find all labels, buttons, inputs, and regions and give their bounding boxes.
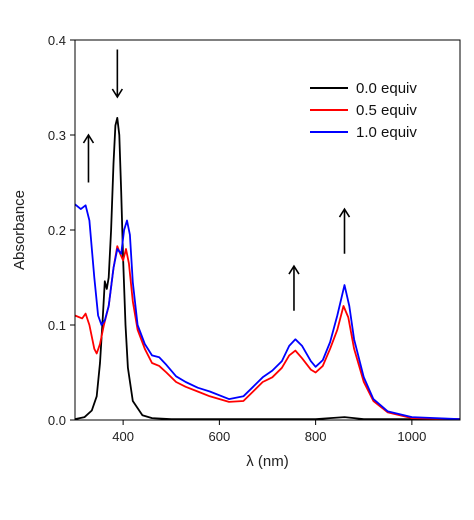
legend-label: 1.0 equiv (356, 124, 417, 141)
series-line-2 (74, 203, 461, 420)
legend-item-2: 1.0 equiv (310, 124, 417, 141)
y-axis-label: Absorbance (11, 190, 28, 270)
y-tick-label: 0.2 (48, 223, 66, 238)
x-tick-label: 400 (112, 429, 134, 444)
annotation-arrows (82, 49, 351, 311)
legend-label: 0.5 equiv (356, 102, 417, 119)
arrow-up-2 (288, 264, 300, 311)
arrow-down-1 (111, 49, 124, 99)
legend-item-1: 0.5 equiv (310, 102, 417, 119)
y-tick-label: 0.4 (48, 33, 66, 48)
x-tick-label: 600 (209, 429, 231, 444)
y-tick-label: 0.3 (48, 128, 66, 143)
legend: 0.0 equiv 0.5 equiv 1.0 equiv (310, 80, 417, 141)
x-tick-label: 800 (305, 429, 327, 444)
arrow-up-0 (82, 133, 95, 183)
x-tick-label: 1000 (397, 429, 426, 444)
y-tick-label: 0.0 (48, 413, 66, 428)
y-axis-ticks: 0.0 0.1 0.2 0.3 0.4 (48, 33, 75, 428)
x-axis-ticks: 400 600 800 1000 (112, 420, 426, 444)
y-tick-label: 0.1 (48, 318, 66, 333)
plot-frame (74, 39, 461, 421)
arrow-up-3 (338, 207, 351, 254)
x-axis-label: λ (nm) (246, 453, 289, 470)
legend-item-0: 0.0 equiv (310, 80, 417, 97)
plot-lines (74, 117, 461, 420)
legend-label: 0.0 equiv (356, 80, 417, 97)
